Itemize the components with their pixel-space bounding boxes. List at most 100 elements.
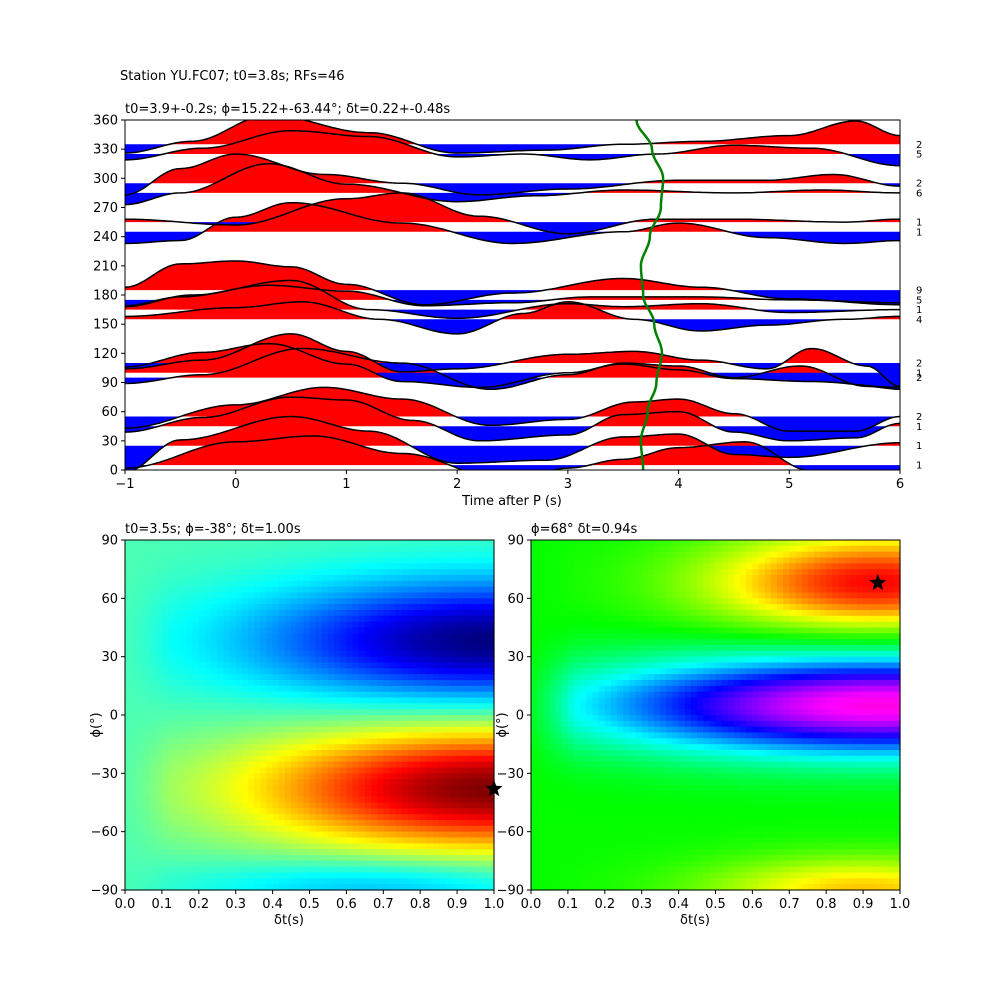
heatmap-cell	[826, 621, 833, 629]
heatmap-cell	[272, 715, 280, 722]
heatmap-cell	[555, 540, 563, 547]
heatmap-cell	[149, 860, 157, 868]
heatmap-cell	[155, 790, 163, 798]
heatmap-cell	[266, 610, 274, 617]
heatmap-cell	[395, 814, 403, 821]
heatmap-cell	[383, 802, 391, 809]
heatmap-cell	[309, 633, 317, 640]
heatmap-cell	[426, 680, 434, 687]
heatmap-cell	[229, 808, 237, 815]
heatmap-cell	[598, 598, 606, 605]
heatmap-cell	[746, 563, 753, 570]
heatmap-cell	[291, 551, 298, 559]
heatmap-cell	[229, 557, 237, 564]
heatmap-cell	[334, 808, 341, 815]
heatmap-cell	[481, 569, 489, 576]
heatmap-cell	[143, 680, 151, 687]
heatmap-cell	[690, 627, 698, 634]
heatmap-cell	[383, 615, 391, 623]
heatmap-cell	[340, 633, 347, 640]
heatmap-cell	[303, 843, 311, 850]
heatmap-cell	[143, 557, 151, 564]
heatmap-cell	[223, 732, 231, 739]
heatmap-cell	[709, 557, 717, 564]
heatmap-cell	[414, 785, 421, 792]
heatmap-cell	[192, 860, 200, 868]
heatmap-cell	[426, 755, 434, 763]
heatmap-cell	[321, 656, 329, 664]
heatmap-cell	[531, 592, 538, 599]
heatmap-cell	[401, 860, 409, 868]
heatmap-cell	[364, 674, 372, 681]
heatmap-cell	[217, 796, 224, 804]
heatmap-cell	[278, 569, 286, 576]
heatmap-cell	[192, 872, 200, 879]
right-heatmap-title: ϕ=68° δt=0.94s	[531, 522, 638, 537]
heatmap-cell	[426, 621, 434, 629]
rf-positive-fill	[125, 163, 900, 193]
heatmap-cell	[777, 545, 784, 553]
heatmap-cell	[450, 545, 458, 553]
heatmap-cell	[481, 662, 489, 669]
heatmap-cell	[327, 545, 335, 553]
heatmap-cell	[297, 796, 304, 804]
heatmap-cell	[235, 773, 243, 780]
heatmap-cell	[192, 691, 200, 699]
heatmap-cell	[450, 639, 458, 646]
heatmap-cell	[260, 586, 268, 594]
heatmap-cell	[475, 557, 483, 564]
heatmap-cell	[567, 592, 575, 599]
heatmap-cell	[389, 837, 397, 844]
heatmap-cell	[284, 598, 292, 605]
heatmap-cell	[783, 627, 790, 634]
heatmap-cell	[844, 586, 852, 594]
heatmap-cell	[229, 878, 237, 885]
heatmap-cell	[149, 884, 157, 891]
heatmap-cell	[623, 563, 630, 570]
heatmap-cell	[487, 750, 495, 757]
heatmap-cell	[727, 633, 735, 640]
heatmap-cell	[204, 598, 212, 605]
heatmap-cell	[758, 575, 766, 582]
rf-xtick-label: −1	[115, 477, 134, 492]
heatmap-cell	[223, 767, 231, 774]
heatmap-cell	[721, 604, 729, 611]
heatmap-cell	[291, 703, 298, 710]
heatmap-cell	[352, 598, 360, 605]
heatmap-cell	[444, 761, 452, 769]
heatmap-cell	[721, 551, 729, 559]
heatmap-cell	[155, 872, 163, 879]
rf-trace-count: 1	[916, 441, 922, 452]
heatmap-cell	[801, 540, 809, 547]
heatmap-cell	[229, 715, 237, 722]
heatmap-cell	[149, 685, 157, 693]
heatmap-cell	[235, 580, 243, 588]
heatmap-cell	[297, 860, 304, 868]
heatmap-cell	[149, 866, 157, 874]
heatmap-cell	[272, 557, 280, 564]
heatmap-cell	[192, 621, 200, 629]
heatmap-cell	[813, 610, 821, 617]
heatmap-cell	[450, 866, 458, 874]
heatmap-cell	[820, 621, 827, 629]
heatmap-cell	[383, 645, 391, 652]
heatmap-cell	[531, 610, 538, 617]
heatmap-cell	[869, 621, 876, 629]
heatmap-cell	[371, 849, 378, 856]
heatmap-cell	[660, 586, 667, 594]
heatmap-cell	[377, 808, 384, 815]
heatmap-cell	[783, 586, 790, 594]
heatmap-cell	[364, 691, 372, 699]
heatmap-cell	[254, 557, 261, 564]
heatmap-cell	[186, 837, 194, 844]
heatmap-cell	[389, 545, 397, 553]
heatmap-cell	[469, 575, 477, 582]
heatmap-cell	[623, 627, 630, 634]
heatmap-cell	[125, 872, 132, 879]
heatmap-cell	[444, 575, 452, 582]
heatmap-cell	[334, 691, 341, 699]
heatmap-cell	[143, 755, 151, 763]
heatmap-cell	[327, 785, 335, 792]
heatmap-cell	[315, 860, 323, 868]
heatmap-cell	[487, 802, 495, 809]
